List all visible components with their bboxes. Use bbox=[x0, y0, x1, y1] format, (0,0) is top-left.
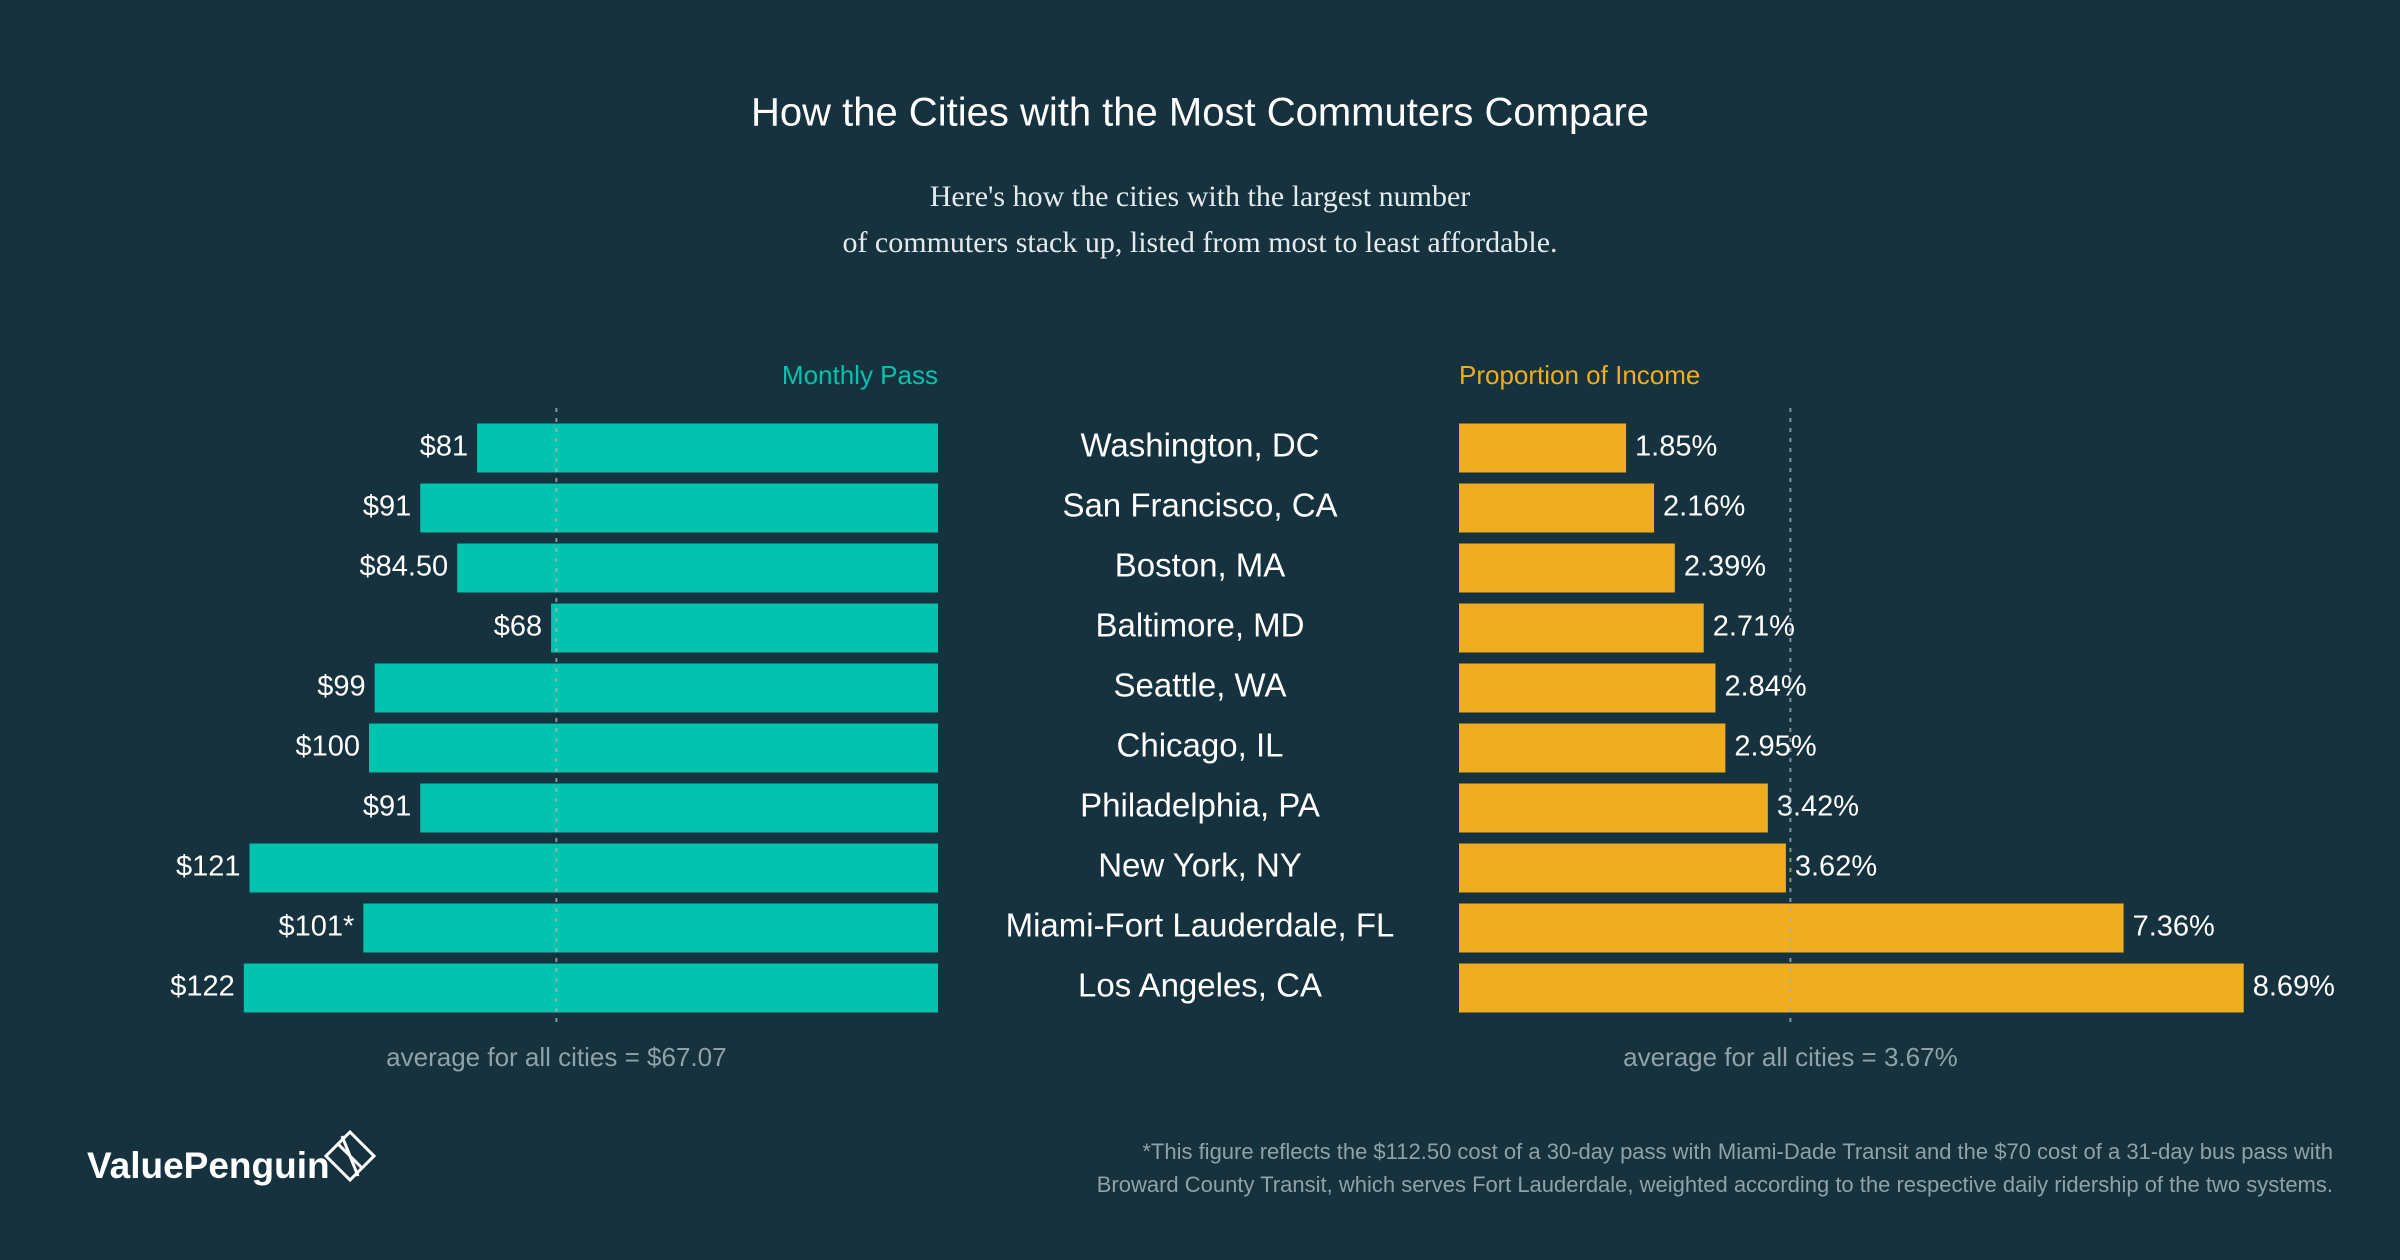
value-label: $99 bbox=[317, 671, 365, 703]
value-label: 7.36% bbox=[2133, 911, 2215, 943]
bar bbox=[243, 963, 938, 1013]
value-label: 2.84% bbox=[1724, 671, 1806, 703]
logo-text: ValuePenguin bbox=[87, 1145, 330, 1186]
axis-label: Proportion of Income bbox=[1459, 360, 1700, 390]
bar bbox=[1459, 783, 1768, 833]
city-label: Miami-Fort Lauderdale, FL bbox=[1006, 907, 1395, 944]
bar bbox=[249, 843, 938, 893]
value-label: 8.69% bbox=[2253, 971, 2335, 1003]
bar bbox=[369, 723, 938, 773]
bar bbox=[1459, 603, 1704, 653]
footnote: Broward County Transit, which serves For… bbox=[1097, 1172, 2333, 1197]
bar bbox=[1459, 663, 1716, 713]
bar bbox=[477, 423, 938, 473]
bar bbox=[1459, 963, 2244, 1013]
value-label: $81 bbox=[420, 431, 468, 463]
bar bbox=[1459, 423, 1627, 473]
value-label: 3.42% bbox=[1777, 791, 1859, 823]
value-label: $91 bbox=[363, 491, 411, 523]
logo-icon bbox=[323, 1129, 377, 1183]
value-label: $100 bbox=[295, 731, 360, 763]
city-label: Seattle, WA bbox=[1113, 667, 1286, 704]
value-label: 2.39% bbox=[1684, 551, 1766, 583]
value-label: $84.50 bbox=[359, 551, 448, 583]
value-label: 2.16% bbox=[1663, 491, 1745, 523]
value-label: $101* bbox=[278, 911, 354, 943]
value-label: $68 bbox=[494, 611, 542, 643]
subtitle: of commuters stack up, listed from most … bbox=[842, 226, 1557, 259]
city-label: New York, NY bbox=[1098, 847, 1302, 884]
subtitle: Here's how the cities with the largest n… bbox=[930, 180, 1471, 213]
value-label: 2.95% bbox=[1734, 731, 1816, 763]
value-label: 2.71% bbox=[1713, 611, 1795, 643]
bar bbox=[1459, 843, 1786, 893]
bar bbox=[1459, 543, 1675, 593]
city-label: Philadelphia, PA bbox=[1080, 787, 1320, 824]
bar bbox=[420, 783, 939, 833]
city-label: Chicago, IL bbox=[1117, 727, 1284, 764]
value-label: 3.62% bbox=[1795, 851, 1877, 883]
bar bbox=[420, 483, 939, 533]
footnote: *This figure reflects the $112.50 cost o… bbox=[1142, 1139, 2333, 1164]
city-label: San Francisco, CA bbox=[1062, 487, 1337, 524]
bar bbox=[551, 603, 938, 653]
title: How the Cities with the Most Commuters C… bbox=[751, 91, 1649, 135]
value-label: $121 bbox=[176, 851, 241, 883]
bar bbox=[457, 543, 938, 593]
axis-label: Monthly Pass bbox=[782, 360, 938, 390]
bar bbox=[363, 903, 938, 953]
city-label: Baltimore, MD bbox=[1095, 607, 1304, 644]
bar bbox=[1459, 483, 1655, 533]
value-label: $122 bbox=[170, 971, 235, 1003]
bar bbox=[1459, 723, 1726, 773]
average-label: average for all cities = 3.67% bbox=[1623, 1042, 1958, 1072]
city-label: Los Angeles, CA bbox=[1078, 967, 1322, 1004]
average-label: average for all cities = $67.07 bbox=[386, 1042, 726, 1072]
value-label: $91 bbox=[363, 791, 411, 823]
value-label: 1.85% bbox=[1635, 431, 1717, 463]
city-label: Washington, DC bbox=[1080, 427, 1319, 464]
city-label: Boston, MA bbox=[1115, 547, 1286, 584]
bar bbox=[374, 663, 938, 713]
